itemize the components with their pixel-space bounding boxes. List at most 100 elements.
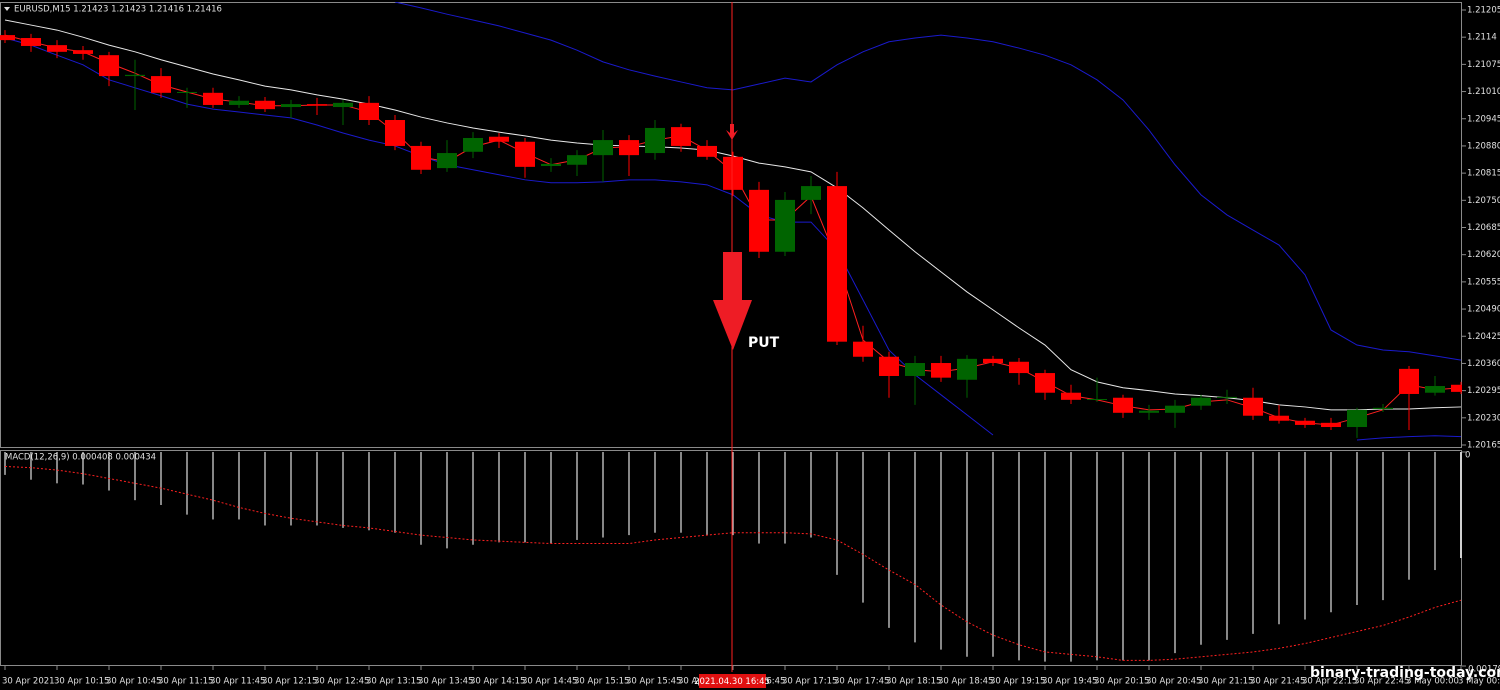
x-tick-label: 30 Apr 14:15: [470, 677, 525, 687]
x-tick-label: 30 Apr 14:45: [522, 677, 577, 687]
axes: 1.21205 1.2114 1.21075 1.21010 1.20945 1.2088…: [2, 6, 1500, 687]
candle-body: [73, 50, 93, 54]
x-tick-label: 30 Apr 11:15: [158, 677, 213, 687]
candle-body: [567, 155, 587, 165]
x-tick-label: 30 Apr 15:15: [574, 677, 629, 687]
candle-body: [801, 186, 821, 200]
x-tick-label: 30 Apr 21:45: [1250, 677, 1305, 687]
candle-body: [1399, 368, 1419, 394]
x-tick-label: 30 Apr 13:15: [366, 677, 421, 687]
y-tick-label: 1.21205: [1467, 6, 1500, 16]
candle-body: [125, 74, 145, 77]
candle-body: [385, 120, 405, 146]
y-tick-label: 1.20555: [1467, 277, 1500, 287]
candle-body: [827, 186, 847, 342]
candle-body: [359, 102, 379, 121]
y-tick-label: 1.20880: [1467, 141, 1500, 151]
candle-body: [281, 104, 301, 108]
candle-body: [463, 137, 483, 152]
candle-body: [229, 100, 249, 105]
candle-body: [697, 145, 717, 157]
crosshair-time-box: [699, 674, 766, 688]
candle-body: [307, 104, 327, 106]
candle-body: [411, 145, 431, 170]
candle-body: [333, 102, 353, 108]
watermark: binary-trading-today.com: [1310, 665, 1500, 681]
candle-body: [1425, 386, 1445, 393]
candle-body: [1451, 384, 1462, 392]
y-tick-label: 1.20425: [1467, 332, 1500, 342]
y-tick-label: 1.21010: [1467, 87, 1500, 97]
x-tick-label: 30 Apr 19:15: [990, 677, 1045, 687]
x-tick-label: 30 Apr 18:15: [886, 677, 941, 687]
candle-body: [1139, 410, 1159, 413]
x-tick-label: 30 Apr 17:15: [782, 677, 837, 687]
x-tick-label: 30 Apr 15:45: [626, 677, 681, 687]
candle-body: [1061, 392, 1081, 400]
y-tick-label: -0.001793: [1465, 665, 1500, 675]
candle-body: [1269, 415, 1289, 421]
candle-body: [47, 45, 67, 52]
candle-body: [1321, 422, 1341, 428]
y-tick-label: 1.20230: [1467, 413, 1500, 423]
y-tick-label: 1.20750: [1467, 196, 1500, 206]
x-tick-label: 30 Apr 10:45: [106, 677, 161, 687]
x-tick-label: 3 May 00:00: [1406, 677, 1459, 687]
candle-body: [853, 341, 873, 357]
y-tick-label: 1.2114: [1467, 33, 1497, 43]
macd-title: MACD(12,26,9) 0.000408 0.000434: [5, 453, 156, 463]
symbol-menu[interactable]: [4, 7, 10, 11]
candle-body: [905, 363, 925, 376]
candle-body: [879, 356, 899, 376]
y-tick-label: 1.20620: [1467, 250, 1500, 260]
candle-body: [1243, 397, 1263, 416]
x-tick-label: 30 Apr 12:15: [262, 677, 317, 687]
x-tick-label: 3 May 00:30: [1458, 677, 1500, 687]
x-tick-label: 30 Apr 22:45: [1354, 677, 1409, 687]
candle-body: [515, 141, 535, 167]
y-tick-label: 1.20815: [1467, 169, 1500, 179]
x-tick-label: 30 Apr 20:45: [1146, 677, 1201, 687]
candle-body: [99, 55, 119, 77]
candle-body: [749, 189, 769, 252]
x-tick-label: 30 Apr 2021: [2, 677, 55, 687]
price-panel: [0, 2, 1462, 448]
candle-body: [1035, 373, 1055, 393]
candle-body: [541, 163, 561, 167]
y-tick-label: 0: [1465, 451, 1470, 461]
chart-title: EURUSD,M15 1.21423 1.21423 1.21416 1.214…: [14, 5, 222, 15]
y-tick-label: 1.20165: [1467, 441, 1500, 451]
candle-body: [1165, 405, 1185, 413]
candle-body: [177, 91, 197, 93]
candle-body: [489, 136, 509, 142]
candle-body: [21, 38, 41, 46]
macd-plot: [4, 452, 1462, 662]
candle-body: [0, 35, 15, 41]
x-tick-label: 30 Apr 20:15: [1094, 677, 1149, 687]
candle-body: [151, 76, 171, 93]
y-tick-label: 1.20685: [1467, 223, 1500, 233]
candle-body: [1087, 398, 1107, 400]
put-label: PUT: [748, 335, 780, 351]
candle-body: [619, 140, 639, 156]
y-tick-label: 1.20360: [1467, 359, 1500, 369]
x-tick-label: 30 Apr 18:45: [938, 677, 993, 687]
x-tick-label: 30 Apr 10:15: [54, 677, 109, 687]
candle-body: [723, 156, 743, 190]
candle-body: [645, 127, 665, 154]
candle-body: [437, 153, 457, 169]
put-arrow: [713, 252, 752, 350]
candle-body: [983, 358, 1003, 364]
y-tick-label: 1.20945: [1467, 114, 1500, 124]
candle-body: [1191, 397, 1211, 406]
indicator-line: [1356, 435, 1462, 441]
y-tick-label: 1.20295: [1467, 386, 1500, 396]
indicator-line: [394, 2, 1462, 361]
x-tick-label: 30 Apr 13:45: [418, 677, 473, 687]
x-tick-label: 30 Apr 21:15: [1198, 677, 1253, 687]
candle-body: [255, 100, 275, 110]
candle-body: [671, 127, 691, 146]
candle-body: [1217, 396, 1237, 398]
